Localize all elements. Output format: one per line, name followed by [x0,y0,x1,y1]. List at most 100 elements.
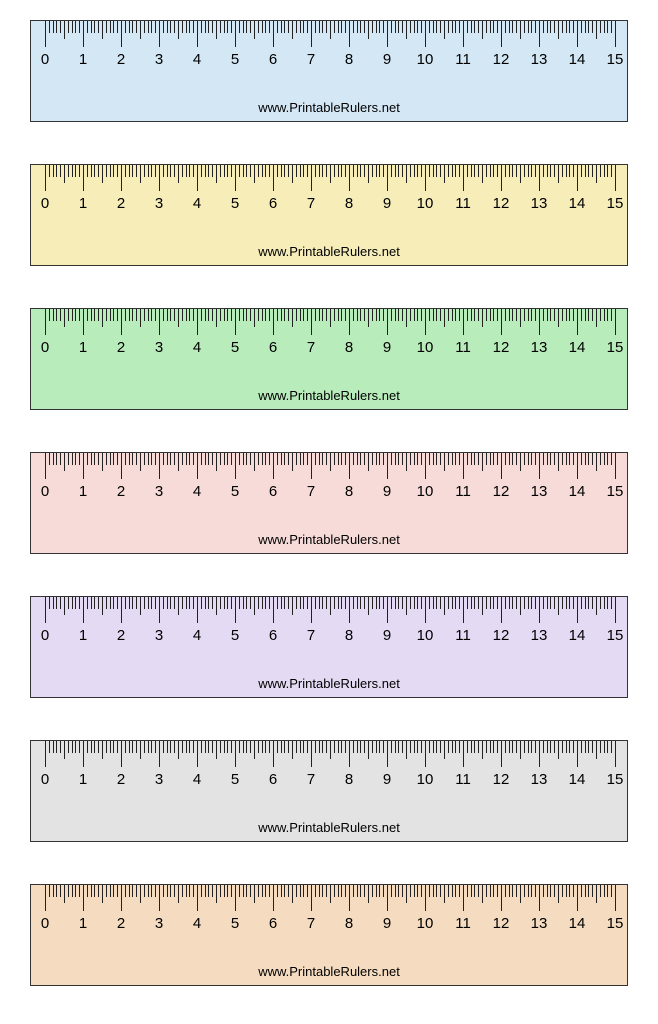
number-label: 5 [231,51,239,68]
number-label: 6 [269,483,277,500]
number-labels: 0123456789101112131415 [31,483,627,513]
number-label: 9 [383,483,391,500]
number-label: 3 [155,915,163,932]
number-label: 4 [193,195,201,212]
number-label: 15 [607,195,624,212]
number-labels: 0123456789101112131415 [31,339,627,369]
rulers-container: 0123456789101112131415www.PrintableRuler… [0,20,658,986]
ruler-gray: 0123456789101112131415www.PrintableRuler… [30,740,628,842]
number-label: 10 [417,483,434,500]
number-label: 7 [307,195,315,212]
watermark-text: www.PrintableRulers.net [31,964,627,979]
number-label: 11 [455,627,471,644]
number-label: 3 [155,483,163,500]
number-label: 2 [117,627,125,644]
number-label: 9 [383,771,391,788]
number-label: 4 [193,771,201,788]
number-label: 11 [455,915,471,932]
number-label: 6 [269,915,277,932]
number-label: 8 [345,339,353,356]
number-label: 0 [41,483,49,500]
ruler-blue: 0123456789101112131415www.PrintableRuler… [30,20,628,122]
number-label: 9 [383,915,391,932]
number-label: 13 [531,51,548,68]
number-label: 6 [269,195,277,212]
number-label: 14 [569,771,586,788]
number-label: 1 [79,627,87,644]
number-label: 12 [493,195,510,212]
number-label: 0 [41,339,49,356]
number-label: 9 [383,627,391,644]
number-label: 11 [455,195,471,212]
number-label: 5 [231,483,239,500]
number-label: 7 [307,627,315,644]
number-label: 5 [231,915,239,932]
number-label: 13 [531,339,548,356]
number-label: 6 [269,339,277,356]
number-label: 7 [307,339,315,356]
number-label: 7 [307,771,315,788]
number-label: 10 [417,339,434,356]
number-labels: 0123456789101112131415 [31,915,627,945]
number-label: 14 [569,195,586,212]
number-label: 14 [569,51,586,68]
number-label: 8 [345,915,353,932]
number-label: 1 [79,51,87,68]
number-label: 8 [345,51,353,68]
watermark-text: www.PrintableRulers.net [31,532,627,547]
ruler-pink: 0123456789101112131415www.PrintableRuler… [30,452,628,554]
number-label: 12 [493,51,510,68]
number-label: 6 [269,51,277,68]
number-label: 4 [193,339,201,356]
number-label: 15 [607,51,624,68]
number-label: 5 [231,771,239,788]
number-label: 3 [155,627,163,644]
number-label: 3 [155,339,163,356]
number-labels: 0123456789101112131415 [31,627,627,657]
number-label: 2 [117,915,125,932]
number-label: 10 [417,51,434,68]
number-label: 15 [607,483,624,500]
ruler-yellow: 0123456789101112131415www.PrintableRuler… [30,164,628,266]
number-label: 12 [493,915,510,932]
watermark-text: www.PrintableRulers.net [31,388,627,403]
number-label: 11 [455,771,471,788]
number-label: 9 [383,339,391,356]
watermark-text: www.PrintableRulers.net [31,676,627,691]
number-label: 11 [455,51,471,68]
number-label: 10 [417,627,434,644]
number-label: 9 [383,51,391,68]
number-label: 2 [117,51,125,68]
number-label: 14 [569,483,586,500]
number-label: 1 [79,771,87,788]
number-label: 3 [155,195,163,212]
number-labels: 0123456789101112131415 [31,195,627,225]
number-label: 15 [607,627,624,644]
number-label: 2 [117,195,125,212]
number-label: 4 [193,915,201,932]
number-label: 11 [455,339,471,356]
watermark-text: www.PrintableRulers.net [31,100,627,115]
number-label: 5 [231,195,239,212]
number-label: 8 [345,627,353,644]
number-label: 7 [307,483,315,500]
number-label: 13 [531,915,548,932]
number-label: 8 [345,195,353,212]
number-label: 15 [607,771,624,788]
watermark-text: www.PrintableRulers.net [31,244,627,259]
number-label: 15 [607,339,624,356]
number-labels: 0123456789101112131415 [31,771,627,801]
number-label: 13 [531,771,548,788]
number-label: 14 [569,627,586,644]
number-label: 7 [307,915,315,932]
number-label: 8 [345,483,353,500]
number-label: 3 [155,771,163,788]
number-label: 10 [417,195,434,212]
number-label: 5 [231,339,239,356]
number-label: 0 [41,195,49,212]
number-label: 13 [531,627,548,644]
ruler-green: 0123456789101112131415www.PrintableRuler… [30,308,628,410]
watermark-text: www.PrintableRulers.net [31,820,627,835]
number-label: 0 [41,627,49,644]
number-label: 1 [79,339,87,356]
